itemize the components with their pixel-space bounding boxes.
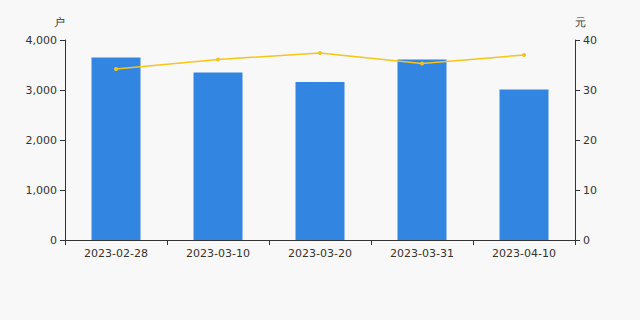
svg-text:户: 户 xyxy=(54,16,65,29)
svg-text:1,000: 1,000 xyxy=(26,184,58,197)
svg-text:0: 0 xyxy=(50,234,57,247)
svg-text:10: 10 xyxy=(583,184,597,197)
svg-text:20: 20 xyxy=(583,134,597,147)
svg-text:30: 30 xyxy=(583,84,597,97)
svg-text:4,000: 4,000 xyxy=(26,34,58,47)
svg-text:2,000: 2,000 xyxy=(26,134,58,147)
svg-text:0: 0 xyxy=(583,234,590,247)
svg-text:3,000: 3,000 xyxy=(26,84,58,97)
svg-text:2023-04-10: 2023-04-10 xyxy=(492,247,556,260)
svg-text:元: 元 xyxy=(575,16,586,29)
svg-text:2023-03-20: 2023-03-20 xyxy=(288,247,352,260)
svg-text:2023-03-31: 2023-03-31 xyxy=(390,247,454,260)
svg-text:2023-02-28: 2023-02-28 xyxy=(84,247,148,260)
svg-text:2023-03-10: 2023-03-10 xyxy=(186,247,250,260)
svg-text:40: 40 xyxy=(583,34,597,47)
